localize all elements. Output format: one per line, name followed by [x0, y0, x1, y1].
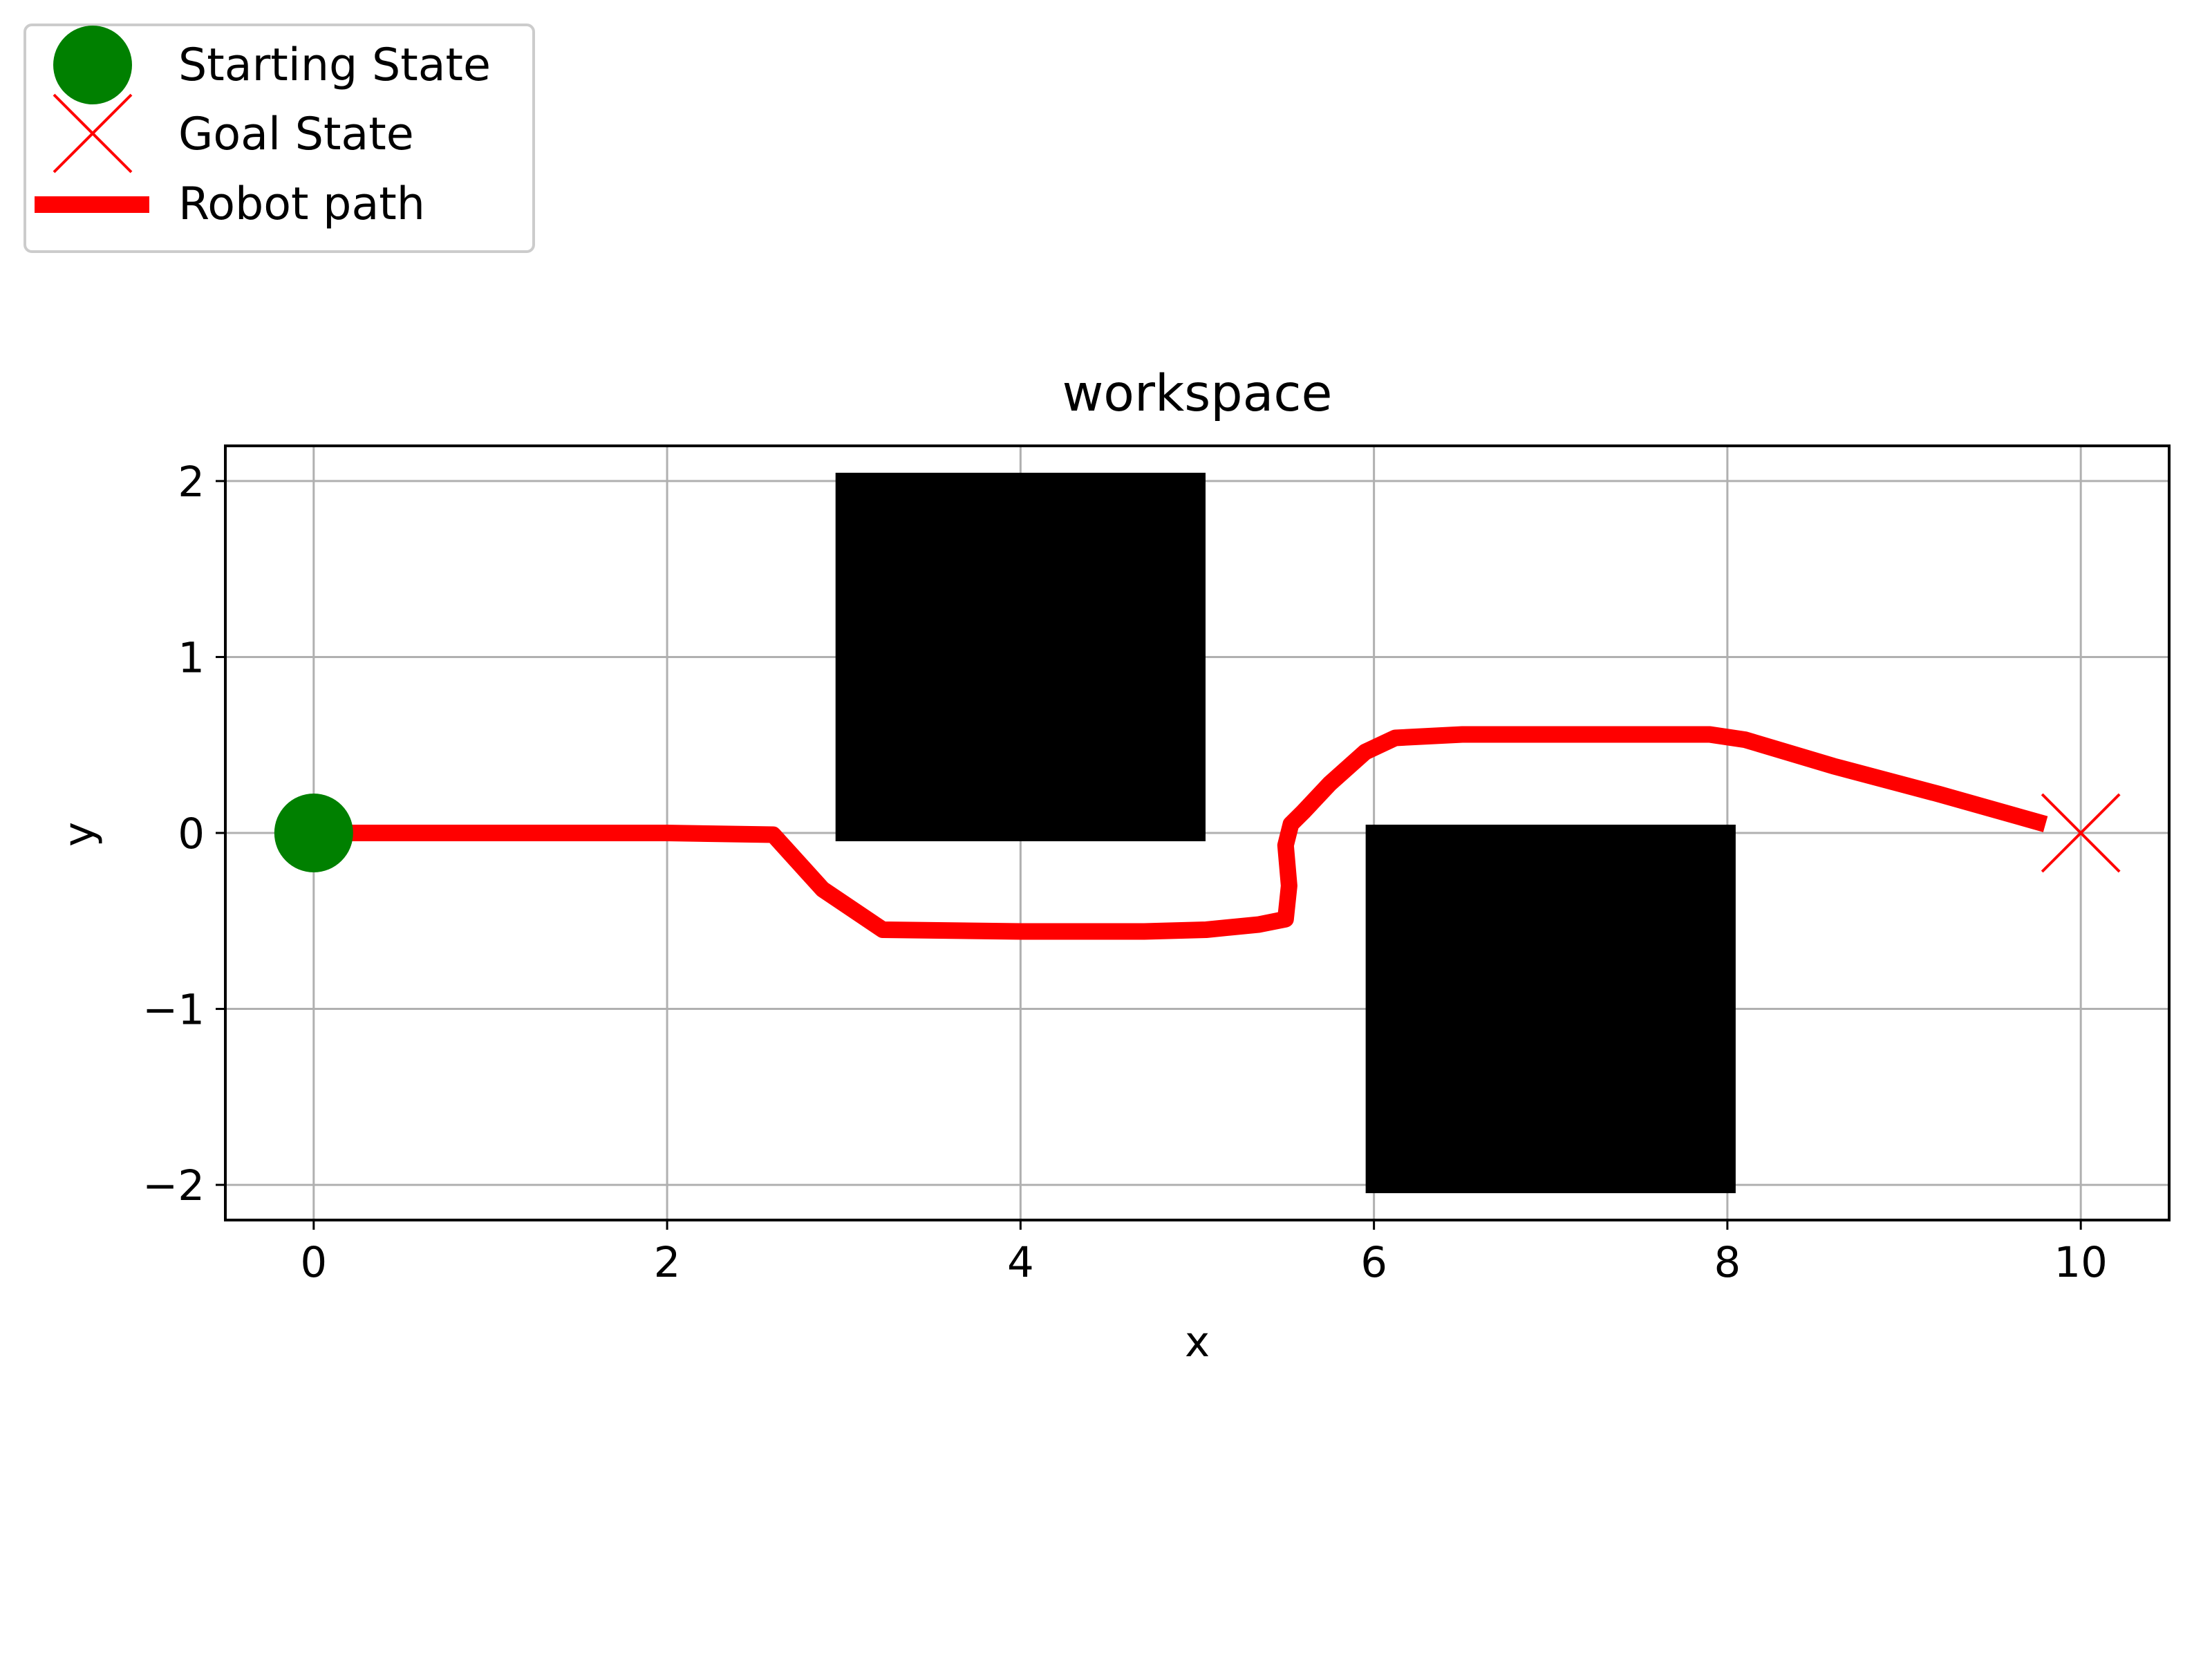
legend-frame	[24, 24, 535, 253]
robot-path-line	[313, 726, 2048, 940]
x-tick-label-3: 6	[1360, 1238, 1387, 1287]
plot-area: 0 2 4 6 8 10 −2 −1 0 1 2	[142, 444, 2171, 1287]
legend-goal-marker	[53, 93, 133, 174]
x-tick-label-1: 2	[654, 1238, 681, 1287]
y-tick-label-3: 1	[178, 633, 205, 682]
y-axis-label: y	[55, 822, 104, 847]
chart-title: workspace	[1062, 364, 1333, 423]
x-tick-label-0: 0	[300, 1238, 327, 1287]
obstacles	[835, 472, 1736, 1194]
y-tick-label-2: 0	[178, 809, 205, 859]
start-state-marker	[274, 794, 353, 872]
legend-start-marker	[53, 26, 132, 104]
legend-label-path: Robot path	[178, 178, 425, 230]
x-tick-label-5: 10	[2054, 1238, 2108, 1287]
legend: Starting State Goal State Robot path	[24, 24, 535, 253]
x-tick-label-4: 8	[1714, 1238, 1741, 1287]
goal-state-marker	[2041, 793, 2121, 873]
y-tick-label-4: 2	[178, 458, 205, 507]
x-tick-label-2: 4	[1007, 1238, 1034, 1287]
y-tick-label-1: −1	[142, 986, 205, 1035]
legend-label-start: Starting State	[178, 39, 491, 91]
legend-label-goal: Goal State	[178, 109, 414, 160]
robot-path-layer	[313, 726, 2048, 940]
y-tick-label-0: −2	[142, 1161, 205, 1210]
state-markers	[274, 793, 2121, 873]
x-axis-label: x	[1185, 1318, 1210, 1367]
obstacle-1	[835, 472, 1206, 841]
obstacle-2	[1365, 825, 1736, 1194]
axis-ticks: 0 2 4 6 8 10 −2 −1 0 1 2	[142, 458, 2108, 1287]
